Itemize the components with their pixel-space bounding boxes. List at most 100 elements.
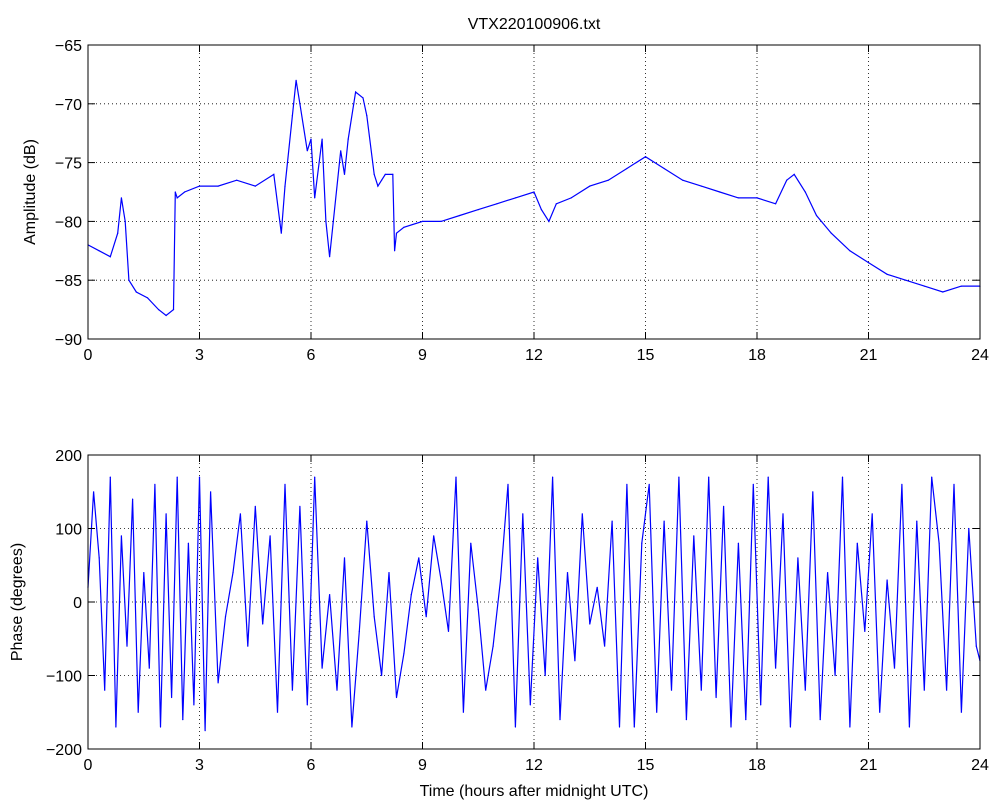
amplitude-data-point: [719, 191, 721, 193]
phase-data-point: [953, 483, 955, 485]
phase-data-point: [403, 652, 405, 655]
phase-data-point: [187, 542, 189, 544]
amplitude-data-point: [120, 197, 122, 199]
amplitude-data-point: [514, 197, 517, 199]
phase-data-point: [522, 513, 524, 515]
amplitude-data-point: [343, 173, 346, 175]
phase-data-point: [381, 674, 383, 677]
phase-data-point: [284, 483, 286, 485]
phase-data-point: [685, 719, 688, 721]
phase-data-point: [752, 483, 754, 485]
amplitude-data-point: [373, 173, 375, 175]
phase-data-point: [358, 630, 360, 633]
phase-data-point: [641, 542, 643, 544]
amplitude-xtick-label: 0: [84, 347, 93, 364]
amplitude-data-point: [548, 220, 550, 222]
amplitude-data-point: [291, 115, 293, 117]
phase-data-point: [975, 645, 977, 647]
phase-data-point: [581, 513, 583, 515]
phase-data-point: [126, 645, 128, 647]
amplitude-data-point: [421, 220, 424, 222]
phase-xtick-label: 18: [748, 757, 766, 774]
phase-data-point: [908, 726, 911, 728]
phase-data-point: [827, 572, 829, 574]
amplitude-data-point: [403, 226, 405, 228]
phase-data-point: [410, 594, 412, 596]
phase-data-point: [98, 557, 100, 559]
phase-ytick-label: −200: [46, 742, 82, 759]
phase-data-point: [589, 623, 591, 625]
amplitude-data-point: [217, 185, 219, 187]
amplitude-xtick-label: 3: [195, 347, 204, 364]
amplitude-data-point: [340, 150, 342, 152]
phase-data-point: [893, 667, 896, 669]
amplitude-data-point: [756, 197, 758, 199]
amplitude-data-point: [355, 91, 357, 93]
phase-xlabel: Time (hours after midnight UTC): [420, 783, 649, 800]
phase-ytick-label: 200: [55, 448, 82, 465]
phase-data-point: [789, 726, 792, 728]
amplitude-data-point: [314, 197, 316, 199]
amplitude-xtick-label: 9: [418, 347, 427, 364]
phase-data-point: [418, 557, 420, 559]
phase-ytick-label: 100: [55, 522, 82, 539]
amplitude-data-point: [158, 309, 160, 311]
amplitude-data-point: [273, 173, 275, 175]
amplitude-data-point: [381, 179, 383, 181]
amplitude-data-point: [775, 203, 777, 205]
phase-data-point: [193, 704, 195, 706]
phase-data-point: [455, 476, 457, 478]
phase-data-point: [366, 520, 368, 522]
phase-data-point: [224, 616, 227, 618]
amplitude-data-point: [589, 185, 591, 187]
phase-data-point: [204, 730, 206, 732]
phase-data-point: [626, 483, 628, 485]
phase-xtick-label: 15: [637, 757, 655, 774]
phase-data-point: [923, 689, 925, 691]
phase-data-point: [670, 689, 673, 691]
amplitude-ytick-label: −75: [55, 156, 82, 173]
amplitude-data-point: [555, 203, 557, 205]
amplitude-plot: 0 3 6 9 12 15 18 21 24 −65 −70 −75 −80 −85 −90 VTX2201…: [22, 16, 989, 364]
phase-data-point: [938, 542, 940, 544]
amplitude-data-point: [306, 150, 308, 152]
phase-data-point: [737, 542, 740, 544]
phase-plot: 0 3 6 9 12 15 18 21 24 200 100 0 −100 −200 Time (hour…: [9, 448, 989, 800]
phase-data-point: [864, 630, 866, 633]
phase-data-point: [239, 513, 241, 515]
phase-data-point: [343, 557, 346, 559]
amplitude-data-point: [440, 220, 442, 222]
amplitude-xtick-label: 18: [748, 347, 766, 364]
phase-data-point: [544, 674, 546, 677]
phase-data-point: [604, 645, 606, 647]
amplitude-data-point: [310, 138, 312, 140]
amplitude-data-point: [299, 103, 301, 105]
amplitude-data-point: [815, 214, 818, 217]
phase-data-point: [648, 483, 650, 485]
amplitude-data-point: [284, 185, 286, 187]
phase-data-point: [171, 696, 173, 699]
amplitude-data-point: [332, 220, 334, 222]
amplitude-data-point: [804, 191, 806, 193]
phase-xtick-label: 3: [195, 757, 204, 774]
phase-data-point: [856, 542, 858, 544]
phase-data-point: [618, 726, 621, 728]
phase-data-point: [804, 689, 806, 691]
phase-ytick-label: 0: [73, 595, 82, 612]
amplitude-ytick-label: −90: [55, 332, 82, 349]
phase-xtick-label: 24: [971, 757, 989, 774]
phase-data-point: [499, 579, 502, 581]
phase-data-point: [132, 498, 134, 500]
amplitude-data-point: [395, 232, 398, 234]
phase-data-point: [269, 535, 271, 537]
phase-data-point: [552, 476, 554, 478]
phase-data-point: [395, 696, 398, 699]
amplitude-data-point: [905, 279, 907, 281]
amplitude-data-point: [849, 250, 851, 252]
phase-data-point: [715, 696, 717, 699]
phase-data-point: [477, 608, 479, 611]
phase-data-point: [819, 719, 821, 721]
phase-data-point: [529, 704, 531, 706]
amplitude-data-point: [146, 297, 149, 299]
phase-data-point: [559, 719, 561, 721]
